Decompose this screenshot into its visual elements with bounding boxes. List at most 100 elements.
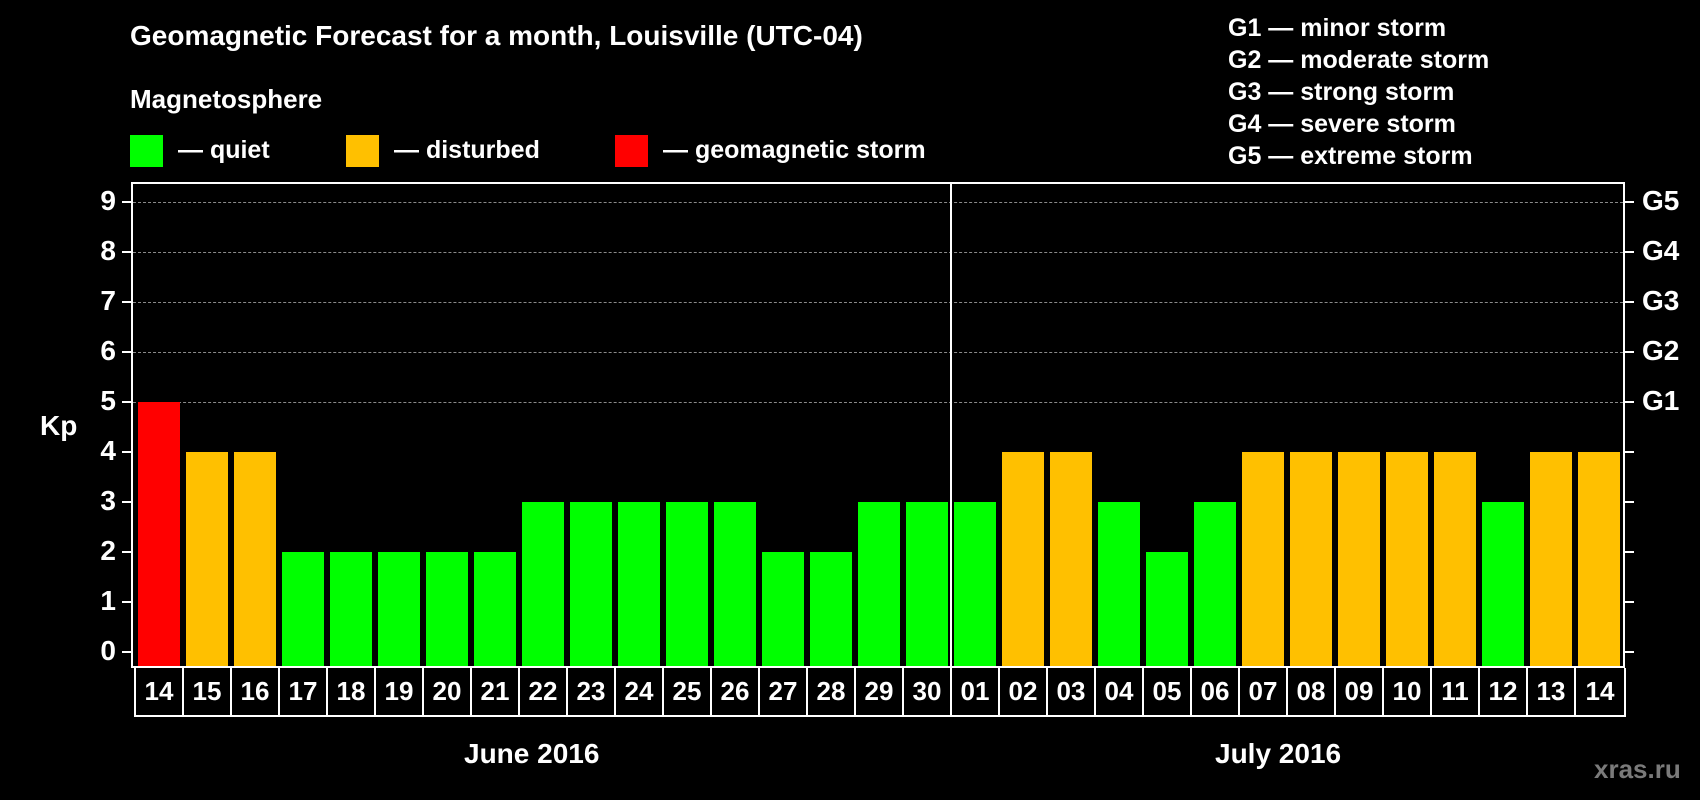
y-tick-right	[1625, 501, 1634, 503]
legend-disturbed: — disturbed	[346, 134, 540, 167]
y-tick-right	[1625, 551, 1634, 553]
storm-scale-g1: G1 — minor storm	[1228, 14, 1447, 42]
y-tick-left	[122, 451, 131, 453]
date-label: 24	[616, 668, 664, 715]
date-label: 13	[1528, 668, 1576, 715]
date-label: 15	[184, 668, 232, 715]
y-tick-label: 3	[100, 485, 116, 516]
kp-bar	[1578, 452, 1620, 667]
kp-bar	[1098, 502, 1140, 667]
kp-bar	[378, 552, 420, 667]
kp-bar	[474, 552, 516, 667]
gridline	[133, 252, 1623, 253]
kp-bar	[1290, 452, 1332, 667]
g-scale-label: G3	[1642, 285, 1680, 316]
legend-label: — quiet	[178, 136, 270, 164]
y-tick-left	[122, 251, 131, 253]
date-label: 22	[520, 668, 568, 715]
kp-bar	[1482, 502, 1524, 667]
kp-bar	[1386, 452, 1428, 667]
date-label: 14	[136, 668, 184, 715]
y-tick-label: 2	[100, 535, 116, 566]
kp-bar	[1146, 552, 1188, 667]
y-tick-label: 8	[100, 235, 116, 266]
y-tick-right	[1625, 251, 1634, 253]
kp-bar	[1434, 452, 1476, 667]
g-scale-label: G2	[1642, 335, 1680, 366]
date-label: 23	[568, 668, 616, 715]
date-label: 18	[328, 668, 376, 715]
y-tick-label: 1	[100, 585, 116, 616]
legend-label: — geomagnetic storm	[663, 136, 926, 164]
y-tick-label: 0	[100, 635, 116, 666]
y-tick-left	[122, 651, 131, 653]
date-label: 03	[1048, 668, 1096, 715]
date-label: 10	[1384, 668, 1432, 715]
date-label: 06	[1192, 668, 1240, 715]
y-tick-label: 7	[100, 285, 116, 316]
month-label-june: June 2016	[464, 738, 600, 769]
kp-bar	[234, 452, 276, 667]
kp-bar	[762, 552, 804, 667]
y-tick-left	[122, 401, 131, 403]
kp-bar	[810, 552, 852, 667]
date-label: 16	[232, 668, 280, 715]
gridline	[133, 352, 1623, 353]
date-axis: 14 15 16 17 18 19 20 21 22 23 24 25 26 27 28 29 30 01 02 03…	[134, 668, 1626, 717]
kp-bar	[330, 552, 372, 667]
y-tick-label: 6	[100, 335, 116, 366]
date-label: 12	[1480, 668, 1528, 715]
date-label: 29	[856, 668, 904, 715]
gridline	[133, 302, 1623, 303]
y-tick-label: 9	[100, 185, 116, 216]
legend-storm: — geomagnetic storm	[615, 134, 926, 167]
kp-bar	[618, 502, 660, 667]
y-tick-right	[1625, 651, 1634, 653]
chart-title: Geomagnetic Forecast for a month, Louisv…	[130, 20, 863, 51]
date-label: 26	[712, 668, 760, 715]
kp-bar	[1242, 452, 1284, 667]
kp-bar	[186, 452, 228, 667]
y-tick-right	[1625, 201, 1634, 203]
kp-bar	[906, 502, 948, 667]
date-label: 04	[1096, 668, 1144, 715]
date-label: 28	[808, 668, 856, 715]
date-label: 08	[1288, 668, 1336, 715]
y-tick-label: 4	[100, 435, 116, 466]
kp-bar	[1002, 452, 1044, 667]
kp-bar	[570, 502, 612, 667]
y-tick-left	[122, 551, 131, 553]
legend-label: — disturbed	[394, 136, 540, 164]
date-label: 19	[376, 668, 424, 715]
kp-bar	[858, 502, 900, 667]
date-label: 30	[904, 668, 952, 715]
y-tick-left	[122, 201, 131, 203]
y-axis-label: Kp	[40, 410, 78, 441]
kp-bar	[138, 402, 180, 667]
date-label: 20	[424, 668, 472, 715]
date-label: 25	[664, 668, 712, 715]
y-tick-left	[122, 601, 131, 603]
gridline	[133, 202, 1623, 203]
kp-bar	[666, 502, 708, 667]
g-scale-label: G4	[1642, 235, 1680, 266]
y-tick-label: 5	[100, 385, 116, 416]
disturbed-swatch-icon	[346, 134, 379, 167]
storm-scale-g2: G2 — moderate storm	[1228, 46, 1490, 74]
kp-bar	[1194, 502, 1236, 667]
y-tick-left	[122, 501, 131, 503]
storm-scale-g5: G5 — extreme storm	[1228, 142, 1473, 170]
date-label: 17	[280, 668, 328, 715]
date-label: 14	[1585, 676, 1615, 706]
quiet-swatch-icon	[130, 134, 163, 167]
y-tick-right	[1625, 351, 1634, 353]
y-tick-left	[122, 301, 131, 303]
kp-bar	[714, 502, 756, 667]
storm-scale-g4: G4 — severe storm	[1228, 110, 1456, 138]
y-tick-left	[122, 351, 131, 353]
plot-area	[131, 182, 1625, 668]
storm-scale-legend: G1 — minor storm G2 — moderate storm G3 …	[1228, 12, 1489, 172]
date-label: 01	[952, 668, 1000, 715]
y-tick-right	[1625, 401, 1634, 403]
g-scale-label: G1	[1642, 385, 1680, 416]
